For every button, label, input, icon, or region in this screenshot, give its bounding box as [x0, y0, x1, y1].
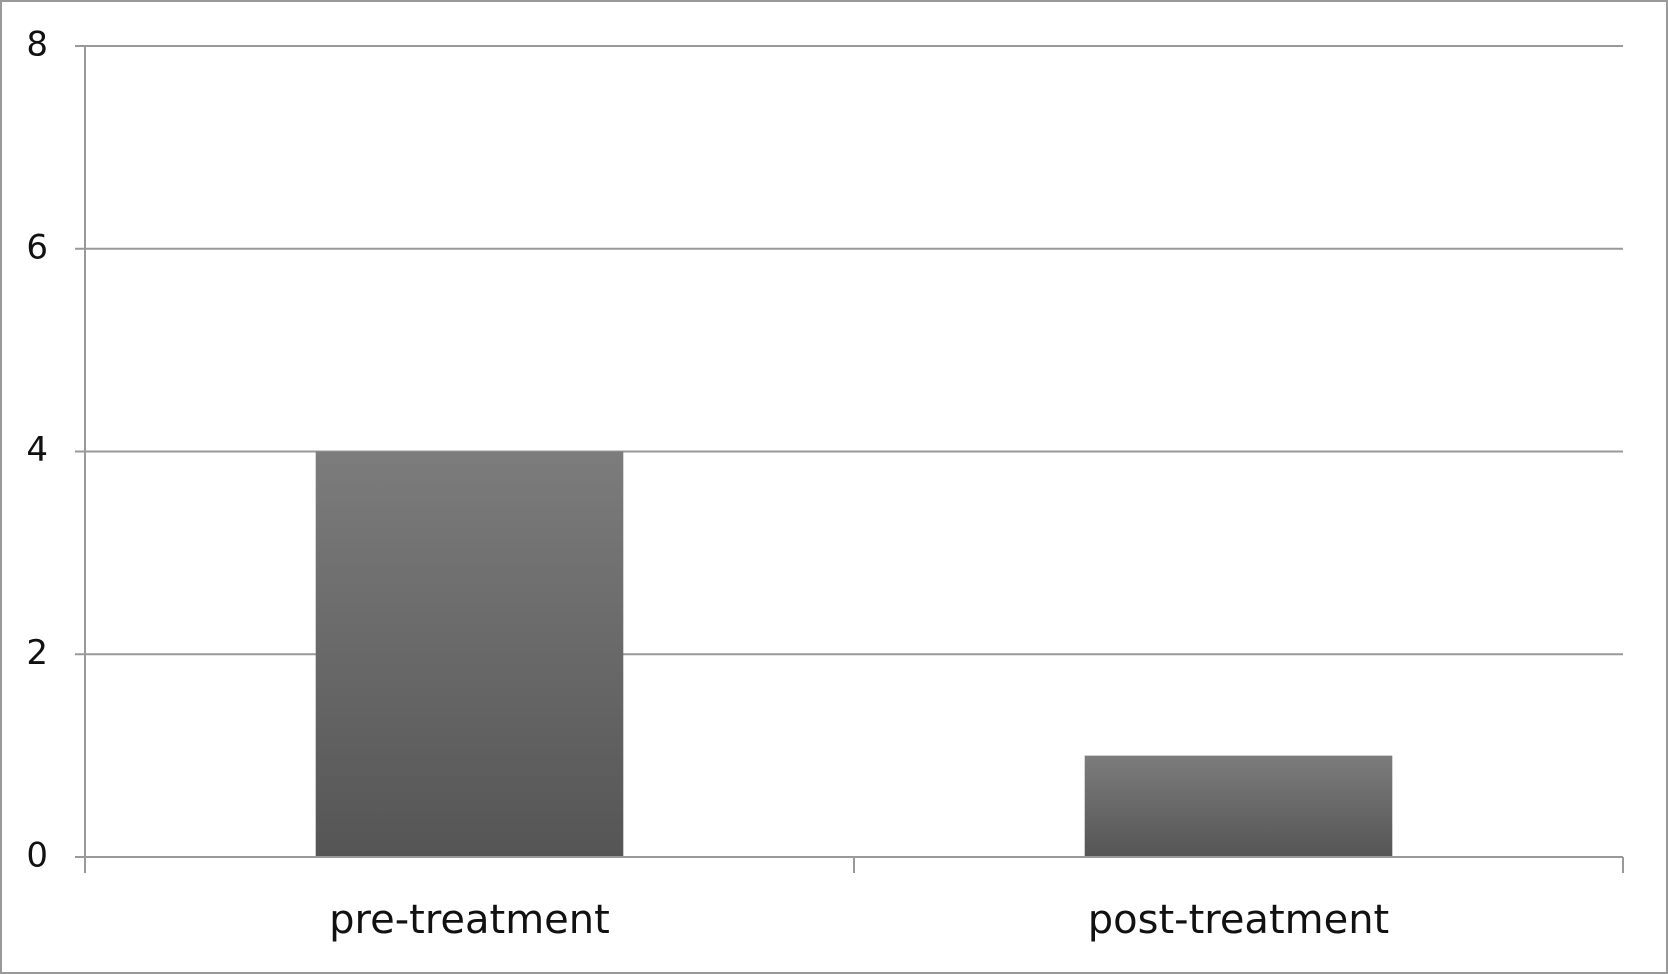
bar [315, 451, 624, 857]
y-tick-label: 4 [26, 430, 48, 470]
bar [1084, 755, 1393, 857]
y-tick-label: 0 [26, 836, 48, 876]
y-tick-label: 2 [26, 633, 48, 673]
y-tick-label: 8 [26, 25, 48, 65]
x-tick-label: pre-treatment [329, 897, 610, 943]
y-tick-label: 6 [26, 227, 48, 267]
x-tick-label: post-treatment [1088, 897, 1389, 943]
